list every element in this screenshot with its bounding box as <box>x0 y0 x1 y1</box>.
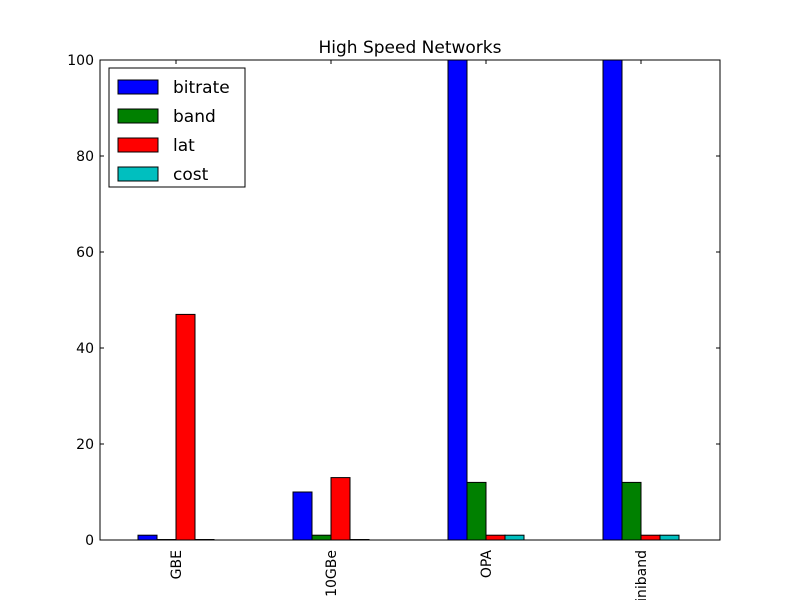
y-tick-label-0: 0 <box>85 533 94 549</box>
legend-label-lat: lat <box>173 136 195 156</box>
y-tick-label-60: 60 <box>76 245 94 261</box>
legend-swatch-bitrate <box>118 80 158 94</box>
legend-swatch-cost <box>118 167 158 181</box>
legend-swatch-lat <box>118 138 158 152</box>
legend-label-cost: cost <box>173 165 209 185</box>
bar-lat-10gbe <box>331 478 350 540</box>
bar-bitrate-infiniband <box>603 60 622 540</box>
bar-cost-infiniband <box>660 535 679 540</box>
legend-swatch-band <box>118 109 158 123</box>
bar-lat-opa <box>486 535 505 540</box>
bar-bitrate-gbe <box>138 535 157 540</box>
bar-bitrate-opa <box>448 60 467 540</box>
bar-band-infiniband <box>622 482 641 540</box>
bar-lat-infiniband <box>641 535 660 540</box>
bar-cost-opa <box>505 535 524 540</box>
x-tick-label-opa: OPA <box>479 550 495 579</box>
legend-label-band: band <box>173 107 216 127</box>
chart-title: High Speed Networks <box>318 38 501 58</box>
legend-label-bitrate: bitrate <box>173 78 230 98</box>
x-tick-label-infiniband: Infiniband <box>634 550 650 600</box>
y-tick-label-80: 80 <box>76 149 94 165</box>
y-tick-label-100: 100 <box>67 53 94 69</box>
legend: bitrate band lat cost <box>109 68 245 187</box>
y-tick-label-40: 40 <box>76 341 94 357</box>
bar-band-opa <box>467 482 486 540</box>
x-tick-label-10gbe: 10GBe <box>324 550 340 597</box>
y-tick-label-20: 20 <box>76 437 94 453</box>
bar-band-10gbe <box>312 535 331 540</box>
bar-lat-gbe <box>176 314 195 540</box>
x-tick-label-gbe: GBE <box>169 550 185 579</box>
bar-bitrate-10gbe <box>293 492 312 540</box>
